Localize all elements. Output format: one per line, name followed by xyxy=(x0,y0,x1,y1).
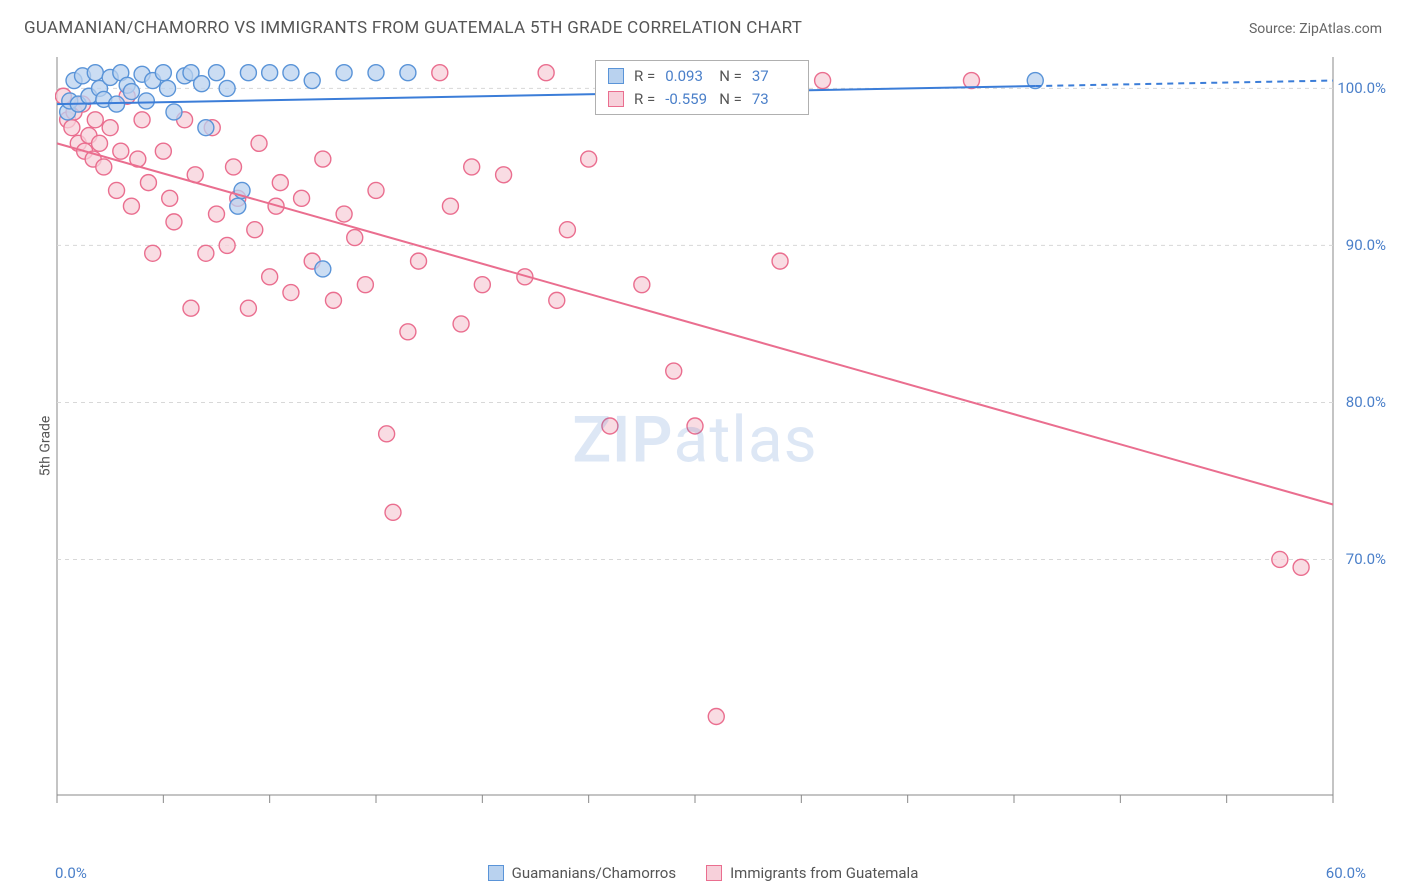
y-tick-label: 70.0% xyxy=(1346,550,1386,568)
chart-title: GUAMANIAN/CHAMORRO VS IMMIGRANTS FROM GU… xyxy=(24,18,802,38)
stats-row-series-2: R = -0.559 N = 73 xyxy=(608,88,796,111)
legend-item-2: Immigrants from Guatemala xyxy=(706,864,918,882)
y-tick-label: 100.0% xyxy=(1337,79,1386,97)
swatch-series-1 xyxy=(608,68,624,84)
legend-swatch-1 xyxy=(488,865,504,881)
chart-header: GUAMANIAN/CHAMORRO VS IMMIGRANTS FROM GU… xyxy=(24,18,1382,38)
legend-label-1: Guamanians/Chamorros xyxy=(512,864,676,882)
stats-row-series-1: R = 0.093 N = 37 xyxy=(608,65,796,88)
bottom-legend: Guamanians/Chamorros Immigrants from Gua… xyxy=(0,864,1406,882)
scatter-plot-svg xyxy=(55,55,1335,825)
legend-swatch-2 xyxy=(706,865,722,881)
y-axis-label: 5th Grade xyxy=(37,416,53,477)
n-value-1: 37 xyxy=(752,65,796,88)
n-value-2: 73 xyxy=(752,88,796,111)
legend-item-1: Guamanians/Chamorros xyxy=(488,864,676,882)
r-label-1: R = xyxy=(634,65,655,88)
y-tick-label: 80.0% xyxy=(1346,393,1386,411)
r-value-2: -0.559 xyxy=(665,88,709,111)
r-value-1: 0.093 xyxy=(665,65,709,88)
source-attribution: Source: ZipAtlas.com xyxy=(1249,21,1382,37)
legend-label-2: Immigrants from Guatemala xyxy=(730,864,918,882)
n-label-2: N = xyxy=(719,88,742,111)
r-label-2: R = xyxy=(634,88,655,111)
n-label-1: N = xyxy=(719,65,742,88)
plot-area: ZIPatlas xyxy=(55,55,1335,825)
y-tick-label: 90.0% xyxy=(1346,236,1386,254)
swatch-series-2 xyxy=(608,91,624,107)
statistics-legend-box: R = 0.093 N = 37 R = -0.559 N = 73 xyxy=(595,60,809,115)
